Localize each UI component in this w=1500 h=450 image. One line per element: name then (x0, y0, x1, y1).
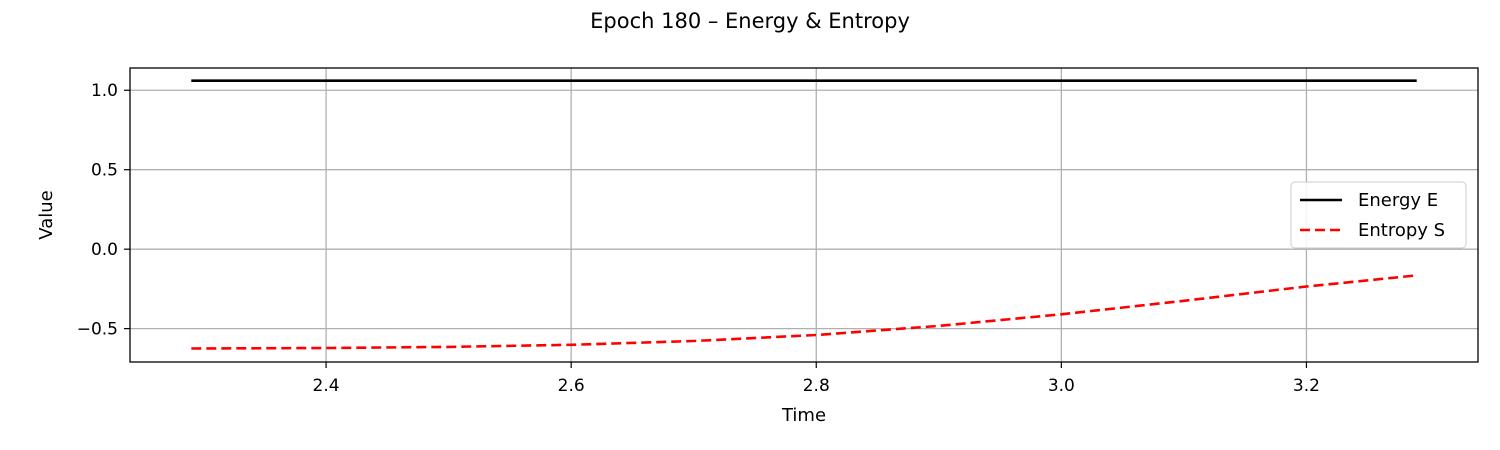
x-tick-label: 2.4 (313, 376, 340, 396)
legend-label-entropy: Entropy S (1358, 220, 1445, 241)
x-axis-label: Time (781, 405, 826, 426)
series-line-entropy (191, 274, 1417, 350)
x-tick-label: 2.8 (803, 376, 830, 396)
x-tick-label: 2.6 (558, 376, 585, 396)
grid (130, 68, 1478, 362)
chart-title: Epoch 180 – Energy & Entropy (590, 9, 910, 33)
x-tick-label: 3.0 (1048, 376, 1075, 396)
legend-box (1290, 181, 1467, 249)
y-axis-label: Value (36, 190, 57, 239)
legend: Energy E Entropy S (1290, 181, 1467, 249)
y-tick-label: 1.0 (91, 81, 118, 101)
x-tick-label: 3.2 (1293, 376, 1320, 396)
y-tick-label: 0.5 (91, 161, 118, 181)
ticks: 2.4 2.6 2.8 3.0 3.2 1.0 0.5 0.0 −0.5 (77, 81, 1320, 396)
legend-label-energy: Energy E (1358, 190, 1438, 211)
plot-frame (129, 67, 1479, 363)
series-layer (191, 79, 1417, 350)
y-tick-label: −0.5 (77, 320, 118, 340)
y-tick-label: 0.0 (91, 240, 118, 260)
